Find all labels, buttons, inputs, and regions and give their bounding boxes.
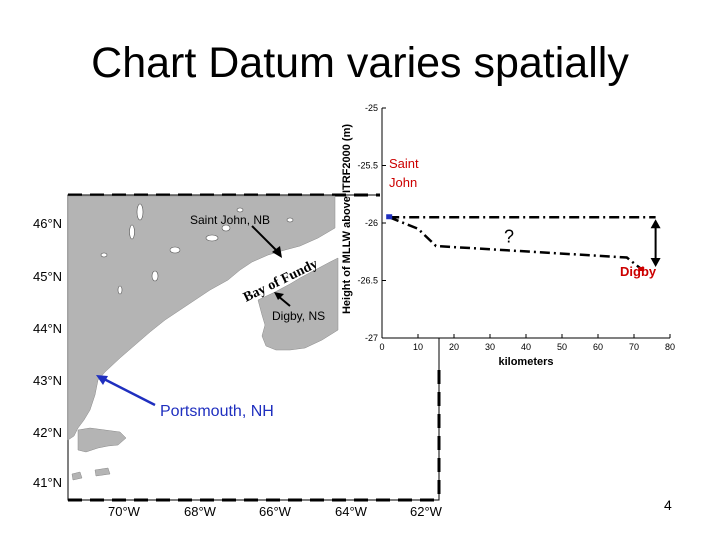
range-arrow-head-bottom xyxy=(650,258,661,267)
portsmouth-arrow xyxy=(101,376,156,407)
y-tick-label: -25.5 xyxy=(357,161,378,171)
saint-john-nb-label: Saint John, NB xyxy=(190,213,270,227)
lon-label-62: 62°W xyxy=(410,504,443,519)
portsmouth-arrow-head xyxy=(96,375,108,385)
lat-label-44: 44°N xyxy=(33,321,62,336)
lat-label-41: 41°N xyxy=(33,475,62,490)
saint-john-label-line2: John xyxy=(389,175,417,190)
lat-label-45: 45°N xyxy=(33,269,62,284)
x-tick-label: 0 xyxy=(379,342,384,352)
range-arrow-head-top xyxy=(650,219,661,229)
x-tick-label: 50 xyxy=(557,342,567,352)
x-axis-label: kilometers xyxy=(498,356,553,368)
lat-labels: 46°N 45°N 44°N 43°N 42°N 41°N xyxy=(33,216,62,490)
chart-background xyxy=(380,108,670,338)
cape-cod-land xyxy=(77,427,127,453)
slide-title: Chart Datum varies spatially xyxy=(91,39,629,87)
saint-john-label-line1: Saint xyxy=(389,156,419,171)
saint-john-arrow-head xyxy=(272,246,282,258)
map-panel: 46°N 45°N 44°N 43°N 42°N 41°N 70°W 68°W … xyxy=(33,193,443,519)
lat-label-42: 42°N xyxy=(33,425,62,440)
page-number: 4 xyxy=(664,497,672,513)
lon-label-64: 64°W xyxy=(335,504,368,519)
series-line-1 xyxy=(388,216,642,270)
digby-point xyxy=(638,267,645,271)
island-2 xyxy=(71,471,83,481)
lon-label-66: 66°W xyxy=(259,504,292,519)
x-tick-label: 30 xyxy=(485,342,495,352)
lakes xyxy=(100,203,294,295)
land-masses xyxy=(67,195,339,481)
map-dashed-border xyxy=(68,193,441,502)
y-axis-label: Height of MLLW above ITRF2000 (m) xyxy=(341,124,353,314)
lat-label-43: 43°N xyxy=(33,373,62,388)
saint-john-arrow xyxy=(251,225,279,253)
portsmouth-nh-label: Portsmouth, NH xyxy=(160,403,274,420)
lon-label-70: 70°W xyxy=(108,504,141,519)
x-tick-label: 60 xyxy=(593,342,603,352)
x-tick-label: 80 xyxy=(665,342,675,352)
y-tick-label: -26.5 xyxy=(357,276,378,286)
x-tick-label: 40 xyxy=(521,342,531,352)
digby-ns-label: Digby, NS xyxy=(272,309,325,323)
question-mark: ? xyxy=(504,226,514,246)
lat-label-46: 46°N xyxy=(33,216,62,231)
chart-series xyxy=(388,216,656,270)
mllw-profile-chart: -25 -25.5 -26 -26.5 -270 10 20 30 40 50 60 70 80 Hei… xyxy=(341,103,675,368)
nova-scotia-land xyxy=(257,257,339,351)
mainland-land xyxy=(67,195,336,441)
x-tick-label: 10 xyxy=(413,342,423,352)
digby-label: Digby xyxy=(620,264,657,279)
y-tick-label: -26 xyxy=(365,218,378,228)
y-tick-label: -25 xyxy=(365,103,378,113)
lon-label-68: 68°W xyxy=(184,504,217,519)
digby-arrow-head xyxy=(274,292,284,300)
x-tick-label: 20 xyxy=(449,342,459,352)
saint-john-point xyxy=(386,214,393,220)
lon-labels: 70°W 68°W 66°W 64°W 62°W xyxy=(108,504,443,519)
x-tick-label: 70 xyxy=(629,342,639,352)
chart-marks xyxy=(386,214,661,271)
island-1 xyxy=(94,467,111,477)
chart-axes: -25 -25.5 -26 -26.5 -270 10 20 30 40 50 60 70 80 xyxy=(357,103,675,352)
y-tick-label: -27 xyxy=(365,333,378,343)
